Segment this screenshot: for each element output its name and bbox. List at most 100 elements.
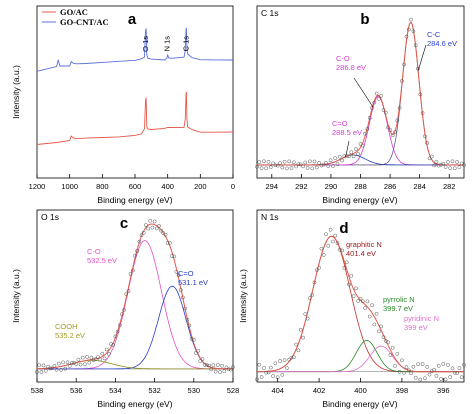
label-pointer: [353, 77, 374, 108]
component-peak: [257, 345, 464, 373]
data-point: [381, 335, 386, 339]
data-point: [308, 296, 312, 300]
data-point: [383, 110, 388, 115]
x-tick-label: 284: [413, 182, 426, 191]
data-point: [462, 163, 466, 167]
data-point: [337, 247, 342, 252]
data-point: [420, 362, 425, 366]
data-point: [289, 166, 294, 170]
data-point: [354, 147, 358, 151]
panel-a-legend: GO/AC GO-CNT/AC: [42, 7, 109, 27]
x-tick-label: 530: [188, 386, 201, 395]
data-point: [416, 362, 420, 367]
data-point: [46, 364, 50, 369]
data-point: [450, 159, 455, 164]
data-point: [262, 366, 266, 370]
data-point: [457, 165, 462, 169]
x-tick-label: 532: [148, 386, 161, 395]
component-label: C-O: [336, 54, 350, 63]
x-tick-label: 200: [194, 182, 207, 191]
data-point: [268, 165, 273, 170]
data-point: [183, 306, 187, 311]
data-point: [400, 79, 404, 83]
data-point: [436, 163, 441, 168]
data-point: [52, 363, 57, 368]
data-point: [67, 364, 72, 368]
data-point: [340, 248, 344, 253]
data-point: [441, 161, 446, 166]
data-point: [35, 370, 39, 374]
data-point: [228, 367, 233, 372]
data-point: [331, 164, 335, 168]
data-point: [298, 162, 303, 167]
data-point: [296, 348, 301, 353]
data-point: [176, 273, 181, 278]
data-point: [59, 368, 63, 372]
data-point: [411, 364, 416, 369]
data-point: [115, 329, 120, 334]
panel-a-xlabel: Binding energy (eV): [97, 195, 172, 205]
series-line-goac: [36, 91, 234, 145]
data-point: [386, 340, 390, 345]
component-label: C=O: [332, 119, 348, 128]
component-value: 288.5 eV: [332, 128, 362, 137]
panel-b-x-ticks: 294 292 290 288 286 284 282: [266, 174, 455, 191]
data-point: [393, 363, 397, 368]
data-point: [446, 160, 450, 164]
data-point: [358, 142, 363, 146]
component-peak: [257, 154, 464, 166]
component-label: C=O: [178, 269, 194, 278]
data-point: [194, 350, 198, 355]
data-point: [319, 246, 324, 251]
data-point: [285, 166, 289, 171]
data-point: [255, 377, 259, 382]
data-point: [87, 360, 92, 365]
data-point: [328, 158, 333, 163]
data-point: [285, 366, 289, 370]
panel-c-xlabel: Binding energy (eV): [97, 399, 172, 409]
data-point: [287, 357, 292, 362]
data-point: [172, 254, 177, 259]
data-point: [326, 243, 331, 248]
data-point: [439, 377, 443, 381]
component-value: 286.8 eV: [336, 63, 366, 72]
data-point: [413, 375, 418, 380]
data-point: [133, 253, 137, 258]
data-point: [85, 355, 89, 359]
data-point: [69, 361, 74, 365]
data-point: [154, 226, 159, 231]
data-point: [390, 133, 395, 138]
panel-c-frame: [36, 209, 234, 383]
data-point: [395, 118, 400, 123]
data-point: [321, 253, 326, 257]
data-point: [280, 372, 285, 377]
component-label: COOH: [55, 322, 78, 331]
panel-a-ylabel: Intensity (a.u.): [11, 65, 21, 119]
data-point: [191, 337, 196, 342]
data-point: [128, 272, 133, 276]
data-point: [319, 163, 324, 168]
data-point: [441, 362, 446, 366]
data-point: [452, 166, 457, 171]
data-point: [124, 292, 129, 297]
data-point: [439, 162, 443, 167]
x-tick-label: 398: [396, 386, 409, 395]
data-point: [317, 265, 321, 270]
data-point: [72, 361, 76, 365]
label-pointer: [417, 44, 427, 71]
x-tick-label: 538: [31, 386, 44, 395]
data-point: [432, 367, 436, 372]
data-point: [462, 362, 466, 367]
data-point: [418, 377, 423, 382]
data-point: [326, 164, 331, 168]
data-point: [400, 358, 404, 363]
data-point: [205, 363, 209, 368]
data-point: [459, 375, 464, 380]
data-point: [271, 161, 275, 166]
panel-a-frame: [36, 5, 234, 179]
data-point: [148, 218, 153, 223]
data-point: [54, 367, 59, 372]
